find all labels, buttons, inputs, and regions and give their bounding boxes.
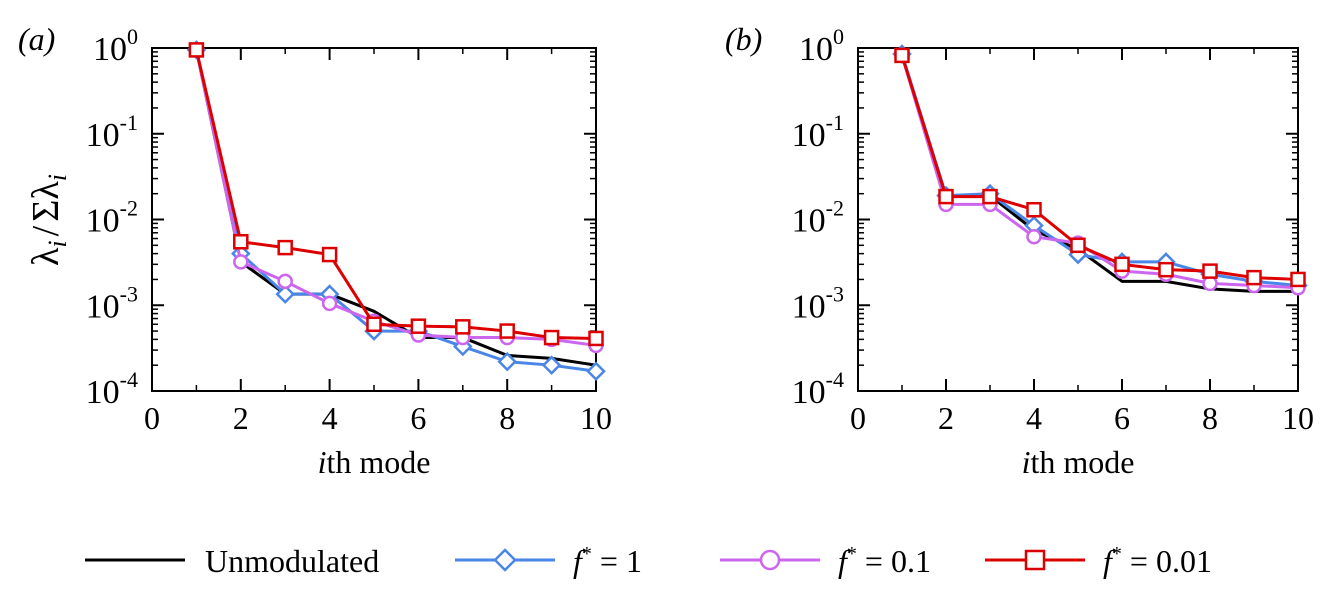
legend-label-f01: f* = 0.1 xyxy=(838,543,931,579)
y-tick-label: 10-4 xyxy=(792,367,844,411)
data-point-f-0-01 xyxy=(366,316,382,333)
panel-label-b: (b) xyxy=(725,21,762,57)
y-tick-label: 10-2 xyxy=(792,196,844,240)
y-axis-label: λi/Σλi xyxy=(25,174,72,266)
legend: Unmodulated f* = 1 f* = 0.1 f* = 0.01 xyxy=(85,543,1212,579)
x-tick-label: 6 xyxy=(410,400,426,436)
y-tick-label: 10-3 xyxy=(86,281,138,325)
x-tick-label: 10 xyxy=(580,400,612,436)
legend-label-f1: f* = 1 xyxy=(573,543,642,579)
data-point-f-1 xyxy=(586,361,606,382)
data-point-f-0-1 xyxy=(233,254,249,270)
x-tick-label: 10 xyxy=(1282,400,1314,436)
series-line-f-0-01 xyxy=(194,49,597,340)
series-group-b xyxy=(892,44,1308,296)
series-line-f-0-1 xyxy=(194,49,597,347)
data-point-f-0-01 xyxy=(1202,263,1218,279)
data-point-f-0-1 xyxy=(1026,228,1042,245)
x-ticks-b: 0 2 4 6 8 10 xyxy=(850,48,1314,436)
y-tick-label: 10-1 xyxy=(792,110,844,154)
data-point-f-0-01 xyxy=(588,330,604,347)
legend-entry-unmodulated: Unmodulated xyxy=(85,543,379,579)
data-point-f-0-1 xyxy=(277,273,293,290)
legend-label-f001: f* = 0.01 xyxy=(1103,543,1212,579)
panel-a: (a) λi/Σλi 10-4 10-3 10-2 10-1 100 0 2 4 6 8 10 i… xyxy=(18,21,612,480)
data-point-f-1 xyxy=(541,355,562,375)
data-point-f-0-01 xyxy=(1026,201,1042,218)
data-point-f-0-01 xyxy=(1158,261,1174,278)
x-tick-label: 6 xyxy=(1114,400,1130,436)
x-tick-label: 4 xyxy=(1026,400,1042,436)
legend-entry-f1: f* = 1 xyxy=(455,543,642,579)
legend-entry-f01: f* = 0.1 xyxy=(720,543,931,579)
series-line-f-1 xyxy=(194,49,597,373)
legend-marker-diamond xyxy=(493,548,517,572)
data-point-f-0-01 xyxy=(894,47,910,64)
x-tick-label: 8 xyxy=(499,400,515,436)
x-tick-label: 0 xyxy=(144,400,160,436)
panel-b: (b) 10-4 10-3 10-2 10-1 100 0 2 4 6 8 10 ith mode xyxy=(725,21,1314,480)
data-point-f-0-01 xyxy=(233,234,249,250)
x-tick-label: 4 xyxy=(322,400,338,436)
legend-marker-square xyxy=(1024,549,1046,571)
data-point-f-0-01 xyxy=(982,188,998,205)
series-line-f-0-1 xyxy=(900,54,1299,290)
data-point-f-0-01 xyxy=(1070,237,1086,254)
y-ticks-a: 10-4 10-3 10-2 10-1 100 xyxy=(86,24,596,411)
panel-label-a: (a) xyxy=(18,21,55,57)
x-axis-label-a: ith mode xyxy=(318,444,431,480)
x-tick-label: 8 xyxy=(1202,400,1218,436)
data-point-f-0-01 xyxy=(938,188,954,205)
data-point-f-0-01 xyxy=(277,239,293,256)
data-point-f-0-01 xyxy=(499,323,515,339)
data-point-f-0-01 xyxy=(321,246,338,263)
x-axis-label-b: ith mode xyxy=(1022,444,1135,480)
data-point-f-0-01 xyxy=(455,319,471,335)
data-point-f-0-01 xyxy=(1246,269,1262,286)
data-point-f-1 xyxy=(275,284,295,304)
series-line-unmodulated xyxy=(194,49,597,367)
data-point-f-0-01 xyxy=(1290,271,1306,288)
x-tick-label: 2 xyxy=(938,400,954,436)
series-group-a xyxy=(186,40,606,382)
data-point-f-0-1 xyxy=(321,295,338,312)
series-line-f-1 xyxy=(900,53,1299,287)
x-ticks-a: 0 2 4 6 8 10 xyxy=(144,48,612,436)
legend-label-unmodulated: Unmodulated xyxy=(205,543,379,579)
data-point-f-0-01 xyxy=(1114,256,1130,273)
y-tick-label: 100 xyxy=(93,24,138,68)
data-point-f-0-01 xyxy=(188,42,205,58)
legend-marker-circle xyxy=(759,549,781,571)
data-point-f-1 xyxy=(497,351,517,372)
x-tick-label: 2 xyxy=(233,400,249,436)
x-tick-label: 0 xyxy=(850,400,866,436)
data-point-f-0-01 xyxy=(410,318,427,334)
y-tick-label: 10-3 xyxy=(792,281,844,325)
y-ticks-b: 10-4 10-3 10-2 10-1 100 xyxy=(792,24,1298,411)
y-tick-label: 10-4 xyxy=(86,367,138,411)
data-point-f-1 xyxy=(453,336,473,357)
y-tick-label: 10-1 xyxy=(86,110,138,154)
legend-entry-f001: f* = 0.01 xyxy=(985,543,1212,579)
y-tick-label: 100 xyxy=(799,24,844,68)
data-point-f-0-01 xyxy=(543,329,560,346)
series-line-f-0-01 xyxy=(900,54,1299,281)
y-tick-label: 10-2 xyxy=(86,196,138,240)
plot-frame-b xyxy=(857,47,1299,392)
